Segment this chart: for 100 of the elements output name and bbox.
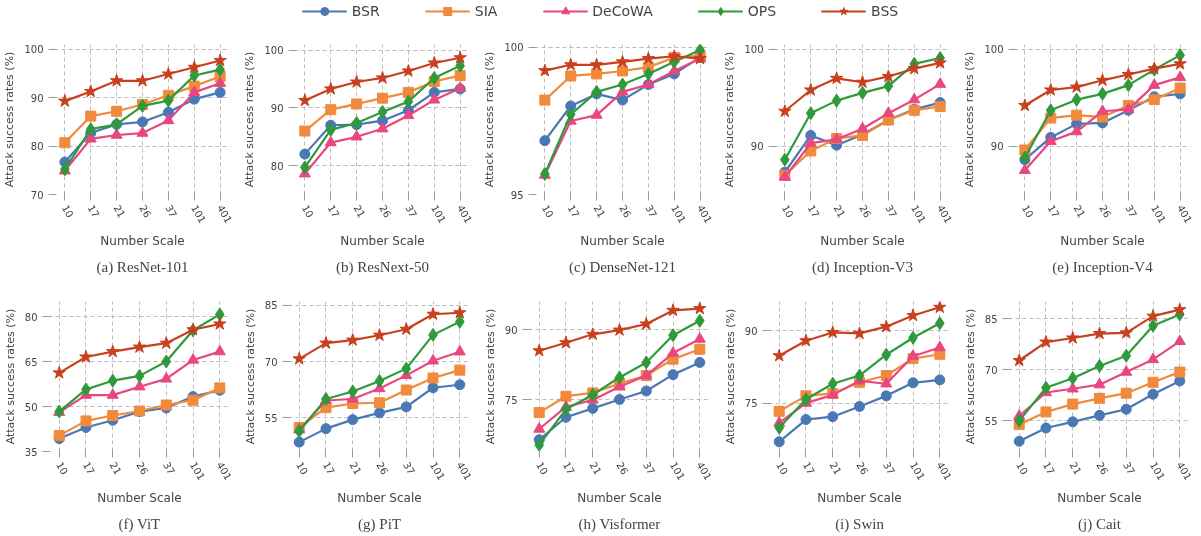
x-tick-label: 26 <box>137 203 154 220</box>
y-tick-label: 80 <box>24 311 38 323</box>
x-axis-title: Number Scale <box>817 491 902 506</box>
x-tick-label: 401 <box>454 460 474 483</box>
x-tick-label: 17 <box>80 460 97 477</box>
y-axis-title: Attack success rates (%) <box>723 308 737 445</box>
x-tick-label: 21 <box>1071 203 1088 220</box>
y-axis-title: Attack success rates (%) <box>243 51 257 188</box>
text: (a) ResNet-101 <box>96 258 189 276</box>
x-tick-label: 26 <box>1094 460 1111 477</box>
x-tick-label: 401 <box>694 460 714 483</box>
x-tick-label: 101 <box>669 203 689 226</box>
x-tick-label: 26 <box>134 460 151 477</box>
y-tick-label: 80 <box>30 141 44 153</box>
x-tick-label: 26 <box>857 203 874 220</box>
x-tick-label: 17 <box>565 203 582 220</box>
y-tick-label: 55 <box>264 412 278 424</box>
x-tick-label: 26 <box>374 460 391 477</box>
y-axis-title: Attack success rates (%) <box>243 308 257 445</box>
y-tick-label: 90 <box>990 141 1004 153</box>
x-tick-label: 401 <box>1174 203 1194 226</box>
x-tick-label: 37 <box>1121 460 1137 477</box>
text: (h) Visformer <box>578 515 661 533</box>
x-tick-label: 21 <box>587 460 604 477</box>
y-axis-title: Attack success rates (%) <box>723 51 737 188</box>
x-tick-label: 17 <box>325 203 342 220</box>
legend-label: SIA <box>474 3 498 19</box>
x-tick-label: 37 <box>403 203 420 220</box>
x-tick-label: 101 <box>667 460 687 483</box>
x-tick-label: 101 <box>187 460 207 483</box>
x-tick-label: 10 <box>774 460 790 477</box>
x-tick-label: 10 <box>779 203 796 220</box>
x-tick-label: 37 <box>161 460 177 477</box>
x-tick-label: 21 <box>111 203 128 220</box>
x-tick-label: 26 <box>854 460 871 477</box>
x-tick-label: 401 <box>934 203 954 226</box>
y-tick-label: 75 <box>504 394 518 406</box>
x-tick-label: 101 <box>189 203 209 226</box>
y-tick-label: 85 <box>264 300 278 312</box>
y-tick-label: 90 <box>270 102 284 114</box>
legend-label: BSR <box>351 3 380 19</box>
y-tick-label: 90 <box>744 325 758 337</box>
x-tick-label: 101 <box>1147 460 1167 483</box>
x-axis-title: Number Scale <box>340 234 425 249</box>
x-tick-label: 37 <box>401 460 417 477</box>
x-tick-label: 37 <box>1123 203 1140 220</box>
y-axis-title: Attack success rates (%) <box>483 51 497 188</box>
x-tick-label: 17 <box>320 460 337 477</box>
y-tick-label: 100 <box>504 42 524 54</box>
y-tick-label: 90 <box>30 92 44 104</box>
y-tick-label: 70 <box>30 189 44 201</box>
x-tick-label: 17 <box>1040 460 1057 477</box>
text: (c) DenseNet-121 <box>568 258 677 276</box>
x-tick-label: 17 <box>805 203 822 220</box>
x-axis-title: Number Scale <box>1057 491 1142 506</box>
x-tick-label: 401 <box>694 203 714 226</box>
y-tick-label: 100 <box>744 44 764 56</box>
x-tick-label: 401 <box>214 460 234 483</box>
y-axis-title: Attack success rates (%) <box>963 308 977 445</box>
legend-label: BSS <box>871 3 899 19</box>
x-tick-label: 10 <box>59 203 76 220</box>
x-tick-label: 37 <box>641 460 657 477</box>
x-tick-label: 26 <box>614 460 631 477</box>
x-tick-label: 21 <box>347 460 364 477</box>
x-tick-label: 21 <box>107 460 124 477</box>
x-tick-label: 401 <box>934 460 954 483</box>
text: (d) Inception-V3 <box>811 258 914 276</box>
x-tick-label: 26 <box>617 203 634 220</box>
x-tick-label: 401 <box>454 203 474 226</box>
x-tick-label: 401 <box>214 203 234 226</box>
x-tick-label: 21 <box>591 203 608 220</box>
x-tick-label: 10 <box>299 203 316 220</box>
x-tick-label: 26 <box>1097 203 1114 220</box>
y-tick-label: 35 <box>24 446 38 458</box>
y-axis-title: Attack success rates (%) <box>3 51 17 188</box>
x-tick-label: 21 <box>827 460 844 477</box>
y-tick-label: 95 <box>510 189 524 201</box>
x-tick-label: 10 <box>294 460 310 477</box>
x-tick-label: 10 <box>1019 203 1036 220</box>
y-tick-label: 100 <box>264 45 284 57</box>
y-tick-label: 75 <box>744 398 758 410</box>
x-axis-title: Number Scale <box>577 491 662 506</box>
x-tick-label: 10 <box>539 203 556 220</box>
x-tick-label: 17 <box>1045 203 1062 220</box>
x-tick-label: 21 <box>1067 460 1084 477</box>
x-tick-label: 101 <box>907 460 927 483</box>
y-tick-label: 50 <box>24 401 38 413</box>
y-tick-label: 90 <box>504 324 518 336</box>
y-tick-label: 85 <box>984 313 998 325</box>
text: (f) ViT <box>118 515 161 533</box>
text: (j) Cait <box>1078 515 1122 533</box>
x-axis-title: Number Scale <box>100 234 185 249</box>
y-tick-label: 80 <box>270 160 284 172</box>
x-tick-label: 37 <box>881 460 897 477</box>
x-axis-title: Number Scale <box>97 491 182 506</box>
x-tick-label: 101 <box>427 460 447 483</box>
legend-label: DeCoWA <box>592 3 653 19</box>
x-tick-label: 17 <box>560 460 577 477</box>
x-tick-label: 101 <box>429 203 449 226</box>
x-axis-title: Number Scale <box>337 491 422 506</box>
